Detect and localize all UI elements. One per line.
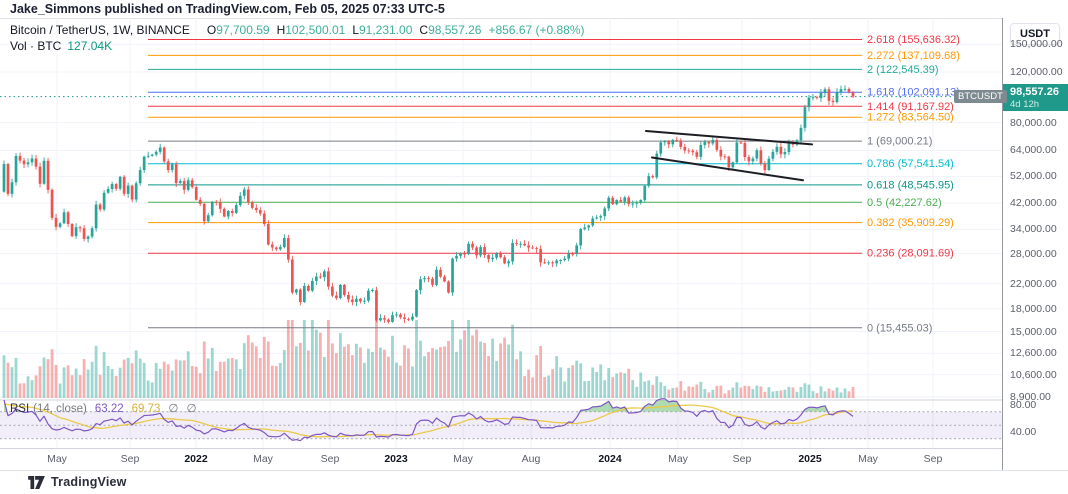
close-label: C xyxy=(419,23,429,37)
change-value: +856.67 (+0.88%) xyxy=(488,23,585,37)
open-value: 97,700.59 xyxy=(216,23,270,37)
time-tick-year: 2023 xyxy=(384,453,408,465)
time-tick-month: Sep xyxy=(923,453,943,465)
fib-label: 2.272 (137,109.68) xyxy=(867,50,960,62)
chart-canvas[interactable]: 2.618 (155,636.32) 2.272 (137,109.68) 2 (1… xyxy=(0,0,1002,448)
fib-label: 1.272 (83,564.50) xyxy=(867,112,954,124)
time-tick-year: 2022 xyxy=(184,453,208,465)
time-tick-month: May xyxy=(858,453,878,465)
high-label: H xyxy=(276,23,286,37)
bar-countdown: 4d 12h xyxy=(1010,99,1040,110)
rsi-lower-band-empty: ∅ xyxy=(186,403,197,415)
time-tick-month: Sep xyxy=(120,453,140,465)
time-tick-month: May xyxy=(453,453,473,465)
rsi-value: 63.22 xyxy=(94,403,124,415)
fib-label: 0.618 (48,545.95) xyxy=(867,179,954,191)
rsi-legend[interactable]: RSI (14, close) 63.22 69.73 ∅ ∅ xyxy=(10,401,196,415)
fib-label: 0.5 (42,227.62) xyxy=(867,197,942,209)
price-tick: 18,000.00 xyxy=(1010,303,1057,315)
price-tick: 150,000.00 xyxy=(1010,38,1063,50)
last-price-value: 98,557.26 xyxy=(1010,86,1059,98)
time-tick-month: Sep xyxy=(320,453,340,465)
close-value: 98,557.26 xyxy=(428,23,482,37)
trendline[interactable] xyxy=(651,156,804,182)
rsi-pane xyxy=(0,398,1002,442)
low-label: L xyxy=(352,23,359,37)
high-value: 102,500.01 xyxy=(285,23,346,37)
footer: TradingView xyxy=(0,470,1068,494)
volume-label: Vol · BTC xyxy=(10,39,62,53)
price-line-symbol-tag: BTCUSDT xyxy=(954,90,1007,103)
volume-legend[interactable]: Vol · BTC 127.04K xyxy=(10,39,112,53)
price-tick: 64,000.00 xyxy=(1010,144,1057,156)
candlesticks xyxy=(2,85,855,324)
time-axis[interactable]: May Sep 2022 May Sep 2023 May Aug 2024 May Sep 2025… xyxy=(0,448,1068,471)
gridlines xyxy=(0,18,1002,448)
low-value: 91,231.00 xyxy=(359,23,413,37)
fib-label: 0.786 (57,541.54) xyxy=(867,158,954,170)
price-tick: 12,600.00 xyxy=(1010,347,1057,359)
header-separator xyxy=(0,18,1068,19)
price-tick: 10,600.00 xyxy=(1010,369,1057,381)
symbol-title: Bitcoin / TetherUS, 1W, BINANCE xyxy=(10,23,190,37)
fib-label: 0.236 (28,091.69) xyxy=(867,248,954,260)
rsi-title: RSI xyxy=(10,403,30,415)
fib-label: 1.618 (102,091.13) xyxy=(867,87,960,99)
rsi-ma-value: 69.73 xyxy=(131,403,161,415)
fib-label: 0 (15,455.03) xyxy=(867,322,932,334)
price-tick: 22,000.00 xyxy=(1010,278,1057,290)
symbol-legend[interactable]: Bitcoin / TetherUS, 1W, BINANCE O97,700.5… xyxy=(10,23,585,37)
fib-label: 1.414 (91,167.92) xyxy=(867,101,954,113)
time-tick-month: May xyxy=(47,453,67,465)
tradingview-brand[interactable]: TradingView xyxy=(28,475,127,489)
fib-label: 2.618 (155,636.32) xyxy=(867,34,960,46)
price-tick: 52,000.00 xyxy=(1010,170,1057,182)
open-label: O xyxy=(206,23,217,37)
volume-bars xyxy=(2,320,855,398)
time-tick-year: 2025 xyxy=(798,453,822,465)
time-tick-month: May xyxy=(253,453,273,465)
price-tick: 120,000.00 xyxy=(1010,66,1063,78)
fib-retracement[interactable]: 2.618 (155,636.32) 2.272 (137,109.68) 2 (1… xyxy=(148,34,960,334)
time-tick-month: Sep xyxy=(732,453,752,465)
tradingview-logo-icon xyxy=(28,475,45,489)
rsi-upper-band-empty: ∅ xyxy=(168,403,179,415)
price-tick: 80,000.00 xyxy=(1010,117,1057,129)
trendline[interactable] xyxy=(645,130,813,146)
price-tick: 15,000.00 xyxy=(1010,326,1057,338)
time-tick-month: Aug xyxy=(521,453,541,465)
price-scale[interactable]: USDT 98,557.26 4d 12h 150,000.00 120,000.… xyxy=(1002,18,1068,470)
publish-byline: Jake_Simmons published on TradingView.co… xyxy=(10,2,445,16)
fib-label: 2 (122,545.39) xyxy=(867,64,939,76)
time-tick-month: May xyxy=(668,453,688,465)
volume-value: 127.04K xyxy=(67,39,113,53)
price-tick: 8,900.00 xyxy=(1010,391,1051,403)
rsi-params: (14, close) xyxy=(33,403,87,415)
price-tick: 34,000.00 xyxy=(1010,223,1057,235)
time-tick-year: 2024 xyxy=(598,453,622,465)
rsi-scale-tick: 80.00 xyxy=(1010,399,1037,411)
last-price-badge: 98,557.26 4d 12h xyxy=(1003,84,1068,111)
tradingview-brand-name: TradingView xyxy=(51,475,127,489)
fib-label: 1 (69,000.21) xyxy=(867,136,932,148)
currency-toggle-button[interactable]: USDT xyxy=(1010,23,1060,45)
rsi-scale-tick: 40.00 xyxy=(1010,426,1037,438)
price-tick: 28,000.00 xyxy=(1010,248,1057,260)
price-tick: 42,000.00 xyxy=(1010,197,1057,209)
fib-label: 0.382 (35,909.29) xyxy=(867,217,954,229)
